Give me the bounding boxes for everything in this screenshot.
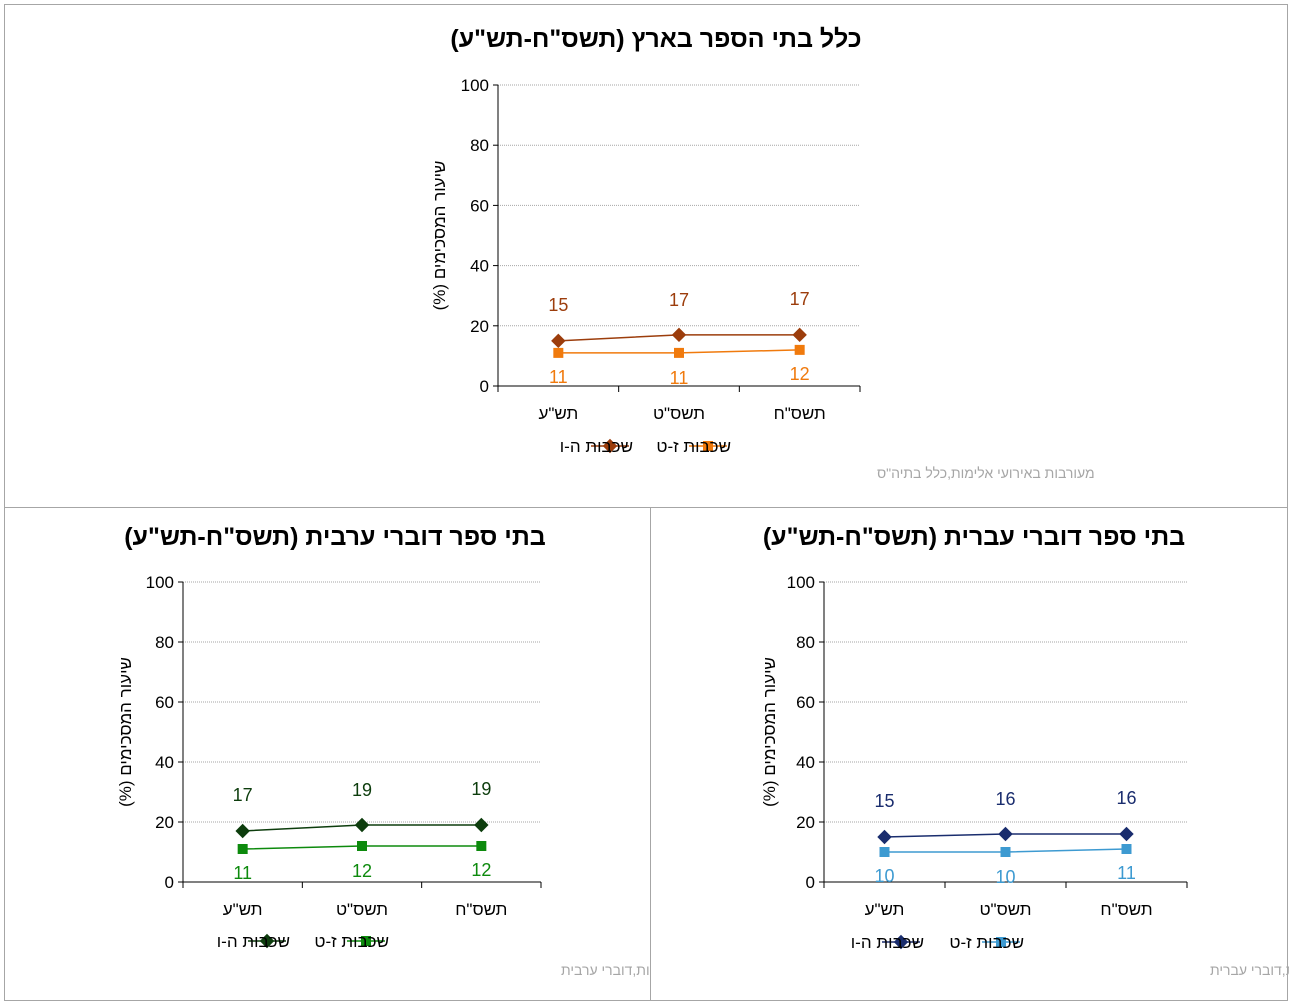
y-tick-label: 100 — [146, 573, 174, 592]
x-tick-label: תשס"ט — [979, 900, 1031, 919]
data-point — [237, 844, 248, 854]
legend-marker — [602, 438, 618, 454]
chart-svg-arabic-schools: בתי ספר דוברי ערבית (תשס"ח-תש"ע) 0 20 40 60 8… — [116, 523, 652, 978]
y-tick-label: 80 — [796, 633, 815, 652]
data-label: 19 — [352, 780, 372, 800]
x-tick-label: תש"ע — [538, 404, 578, 423]
chart-panel-hebrew-schools: בתי ספר דוברי עברית (תשס"ח-תש"ע) 0 20 40 60 8… — [650, 507, 1289, 1001]
data-point — [792, 327, 807, 343]
data-label: 16 — [995, 789, 1015, 809]
legend-marker — [361, 936, 371, 946]
chart-footnote: מעורבות באירועי אלימות,דוברי עברית — [1210, 962, 1289, 978]
data-label: 10 — [995, 867, 1015, 887]
y-tick-label: 60 — [470, 196, 489, 215]
y-axis-label: שיעור המסכימים (%) — [430, 161, 449, 311]
chart-footnote: מעורבות באירועי אלימות,כלל בתיה"ס — [877, 465, 1095, 481]
y-axis-label: שיעור המסכימים (%) — [116, 657, 135, 807]
legend-label: שכבות ה-ו — [560, 437, 633, 456]
x-tick-label: תשס"ט — [653, 404, 705, 423]
y-tick-label: 0 — [165, 873, 174, 892]
chart-title: כלל בתי הספר בארץ (תשס"ח-תש"ע) — [450, 25, 861, 53]
chart-footnote: מעורבות באירועי אלימות,דוברי ערבית — [561, 962, 652, 978]
y-tick-label: 0 — [806, 873, 815, 892]
legend-marker — [259, 933, 275, 949]
data-label: 12 — [471, 860, 491, 880]
data-point — [235, 823, 250, 839]
y-tick-label: 40 — [470, 257, 489, 276]
chart-panel-all-schools: כלל בתי הספר בארץ (תשס"ח-תש"ע) 0 20 40 60 80 1… — [4, 4, 1288, 508]
data-point — [1121, 844, 1132, 854]
legend-label: שכבות ז-ט — [949, 933, 1024, 952]
x-tick-label: תשס"ט — [336, 900, 388, 919]
data-point — [879, 847, 890, 857]
data-point — [1000, 847, 1011, 857]
data-point — [877, 829, 892, 845]
chart-svg-all-schools: כלל בתי הספר בארץ (תשס"ח-תש"ע) 0 20 40 60 80 1… — [430, 25, 1095, 481]
data-point — [553, 347, 564, 358]
y-axis-label: שיעור המסכימים (%) — [760, 657, 779, 807]
data-point — [1119, 826, 1134, 842]
data-label: 15 — [874, 791, 894, 811]
y-tick-label: 80 — [155, 633, 174, 652]
data-label: 17 — [669, 290, 689, 310]
data-point — [354, 817, 370, 833]
data-point — [998, 826, 1013, 842]
x-tick-label: תשס"ח — [774, 404, 826, 423]
legend-marker — [996, 937, 1006, 947]
legend-marker — [703, 441, 713, 451]
legend-label: שכבות ז-ט — [314, 932, 389, 951]
x-tick-label: תש"ע — [865, 900, 905, 919]
data-label: 17 — [233, 785, 253, 805]
y-tick-label: 40 — [796, 753, 815, 772]
y-tick-label: 40 — [155, 753, 174, 772]
data-point — [674, 347, 684, 358]
data-label: 15 — [548, 295, 568, 315]
y-tick-label: 20 — [796, 813, 815, 832]
x-tick-label: תש"ע — [223, 900, 263, 919]
chart-title: בתי ספר דוברי עברית (תשס"ח-תש"ע) — [763, 523, 1185, 551]
data-label: 10 — [874, 866, 894, 886]
chart-panel-arabic-schools: בתי ספר דוברי ערבית (תשס"ח-תש"ע) 0 20 40 60 8… — [4, 507, 652, 1001]
data-label: 19 — [471, 779, 491, 799]
y-tick-label: 80 — [470, 136, 489, 155]
legend-marker — [893, 934, 909, 950]
data-label: 11 — [549, 367, 568, 387]
y-tick-label: 60 — [796, 693, 815, 712]
chart-svg-hebrew-schools: בתי ספר דוברי עברית (תשס"ח-תש"ע) 0 20 40 60 8… — [760, 523, 1289, 978]
data-label: 12 — [790, 364, 810, 384]
data-point — [671, 327, 687, 343]
data-label: 11 — [670, 368, 689, 388]
data-point — [357, 841, 367, 851]
data-point — [794, 344, 805, 355]
y-tick-label: 100 — [461, 76, 489, 95]
data-label: 17 — [790, 289, 810, 309]
y-tick-label: 60 — [155, 693, 174, 712]
data-label: 16 — [1116, 788, 1136, 808]
y-tick-label: 20 — [155, 813, 174, 832]
x-tick-label: תשס"ח — [455, 900, 507, 919]
y-tick-label: 100 — [787, 573, 815, 592]
data-point — [474, 817, 489, 833]
data-point — [476, 841, 487, 851]
legend-label: שכבות ה-ו — [217, 932, 290, 951]
data-label: 11 — [1117, 863, 1136, 883]
legend-label: שכבות ז-ט — [656, 437, 731, 456]
data-label: 12 — [352, 861, 372, 881]
y-tick-label: 20 — [470, 317, 489, 336]
legend-label: שכבות ה-ו — [851, 933, 924, 952]
data-point — [551, 333, 566, 349]
y-tick-label: 0 — [480, 377, 489, 396]
data-label: 11 — [233, 863, 252, 883]
chart-title: בתי ספר דוברי ערבית (תשס"ח-תש"ע) — [124, 523, 546, 551]
x-tick-label: תשס"ח — [1100, 900, 1152, 919]
